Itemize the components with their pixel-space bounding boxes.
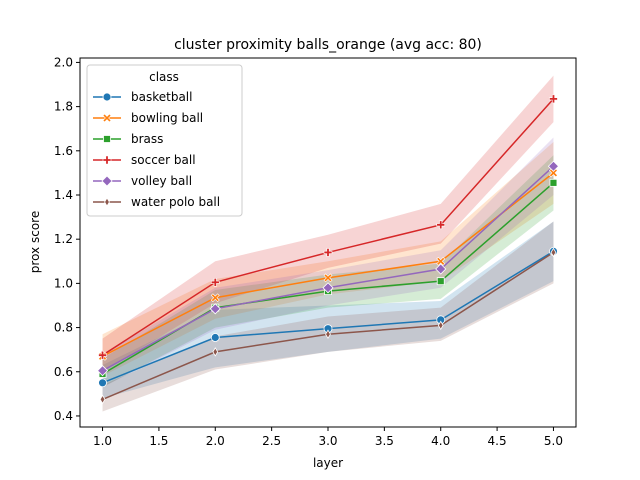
point-volley-ball	[322, 282, 334, 294]
point-soccer-ball	[436, 220, 446, 230]
legend-label-volley-ball: volley ball	[131, 174, 192, 188]
y-tick-label: 2.0	[54, 55, 73, 69]
legend-marker-volley-ball	[101, 175, 113, 187]
legend-label-brass: brass	[131, 132, 163, 146]
point-brass	[436, 277, 445, 286]
point-water-polo-ball	[437, 320, 444, 331]
plot-area	[96, 75, 560, 412]
point-basketball	[210, 333, 220, 342]
point-water-polo-ball	[99, 394, 106, 405]
point-bowling-ball	[436, 256, 446, 266]
legend-marker-soccer-ball	[102, 155, 112, 165]
legend-label-water-polo-ball: water polo ball	[131, 195, 220, 209]
x-tick-label: 4.5	[488, 434, 507, 448]
band-bowling-ball	[102, 141, 554, 377]
x-tick-label: 2.0	[206, 434, 225, 448]
y-tick-label: 0.8	[54, 321, 73, 335]
point-soccer-ball	[549, 94, 558, 104]
x-tick-label: 3.5	[375, 434, 394, 448]
band-brass	[102, 155, 554, 388]
legend-label-bowling-ball: bowling ball	[131, 111, 203, 125]
point-soccer-ball	[98, 350, 107, 360]
point-soccer-ball	[323, 248, 333, 257]
y-axis: 0.4 0.6 0.8 1.0 1.2 1.4 1.6 1.8 2.0	[54, 55, 80, 423]
y-tick-label: 1.8	[54, 100, 73, 114]
series-markers	[96, 94, 560, 405]
point-water-polo-ball	[325, 329, 331, 339]
point-bowling-ball	[323, 273, 333, 283]
band-water-polo-ball	[102, 221, 554, 412]
y-tick-label: 1.6	[54, 144, 73, 158]
point-volley-ball	[96, 365, 109, 377]
legend-label-soccer-ball: soccer ball	[131, 153, 196, 167]
legend-marker-basketball	[102, 92, 112, 102]
legend-marker-bowling-ball	[102, 113, 112, 123]
point-water-polo-ball	[550, 247, 557, 258]
x-tick-label: 3.0	[318, 434, 337, 448]
point-volley-ball	[209, 303, 221, 315]
point-brass	[549, 178, 558, 187]
x-tick-label: 1.0	[93, 434, 112, 448]
point-volley-ball	[547, 160, 560, 172]
point-basketball	[98, 378, 107, 388]
point-soccer-ball	[210, 277, 220, 287]
band-volley-ball	[102, 137, 554, 388]
y-tick-label: 1.4	[54, 188, 73, 202]
legend-label-basketball: basketball	[131, 90, 192, 104]
x-axis: 1.0 1.5 2.0 2.5 3.0 3.5 4.0 4.5 5.0	[93, 427, 563, 448]
legend-marker-brass	[103, 135, 111, 143]
point-volley-ball	[435, 263, 447, 275]
y-tick-label: 1.0	[54, 276, 73, 290]
legend-title: class	[149, 70, 179, 84]
legend-box	[86, 64, 243, 217]
y-tick-label: 0.4	[54, 409, 73, 423]
x-tick-label: 2.5	[262, 434, 281, 448]
y-tick-label: 0.6	[54, 365, 73, 379]
chart-title: cluster proximity balls_orange (avg acc:…	[174, 37, 482, 53]
legend-items: basketball bowling ball brass soccer ball vo…	[93, 90, 220, 209]
x-tick-label: 5.0	[544, 434, 563, 448]
x-tick-label: 1.5	[149, 434, 168, 448]
y-axis-label: prox score	[28, 211, 42, 273]
legend-marker-water-polo-ball	[104, 197, 110, 207]
point-water-polo-ball	[212, 347, 219, 357]
legend: class basketball bowling ball brass soccer …	[86, 64, 243, 217]
x-tick-label: 4.0	[431, 434, 450, 448]
point-bowling-ball	[210, 293, 220, 303]
y-tick-label: 1.2	[54, 232, 73, 246]
x-axis-label: layer	[313, 456, 343, 470]
